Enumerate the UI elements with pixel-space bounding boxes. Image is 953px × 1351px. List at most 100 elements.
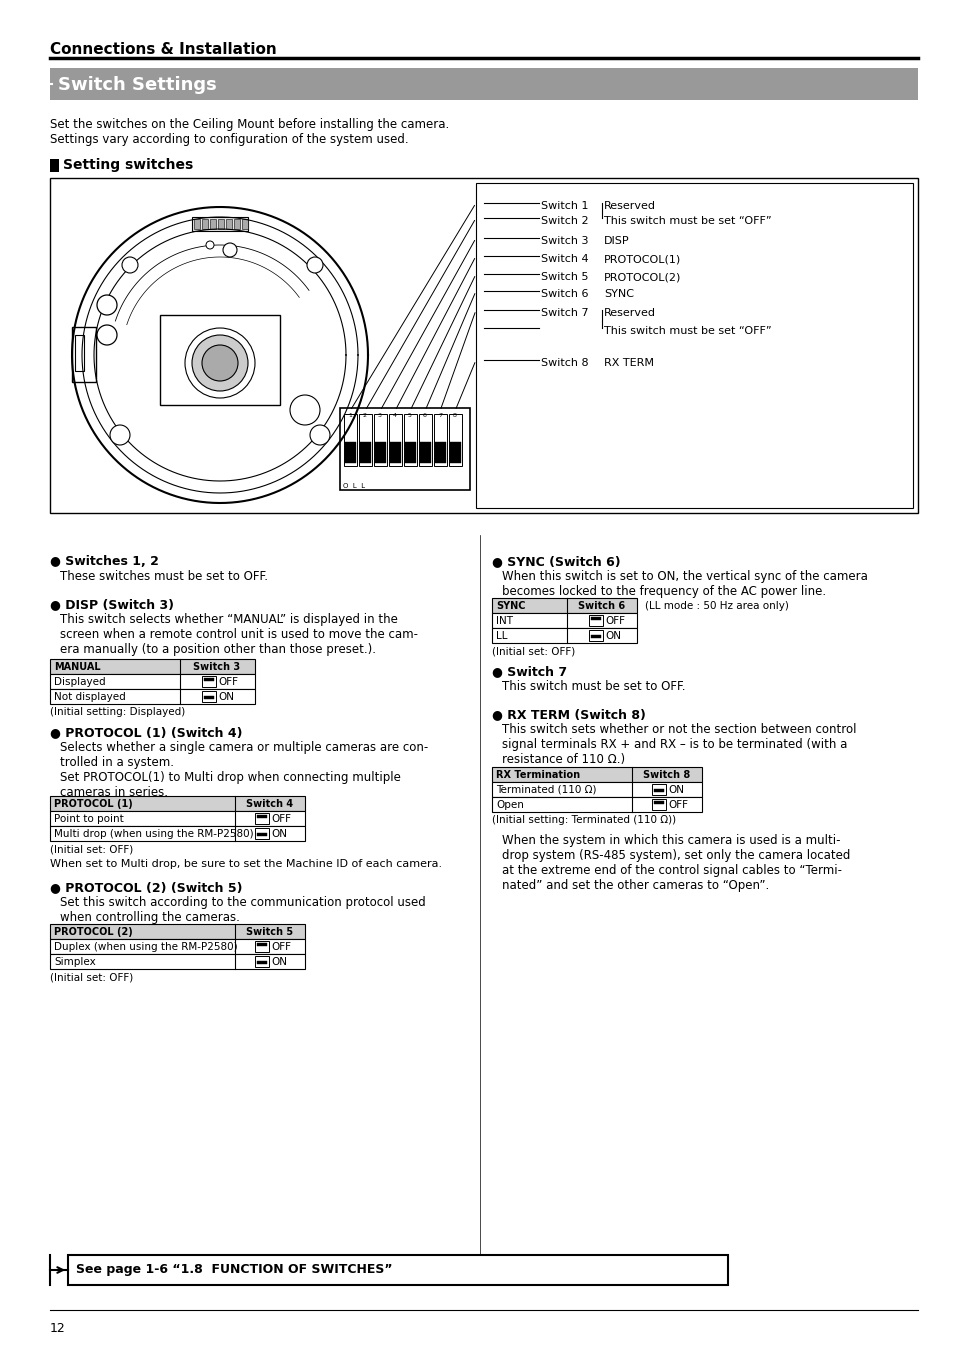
Text: (Initial set: OFF): (Initial set: OFF) [50, 971, 133, 982]
Circle shape [110, 426, 130, 444]
Text: Open: Open [496, 800, 523, 811]
Circle shape [206, 240, 213, 249]
Bar [254, 813, 269, 824]
Text: These switches must be set to OFF.: These switches must be set to OFF. [60, 570, 268, 584]
Text: ● DISP (Switch 3): ● DISP (Switch 3) [50, 598, 173, 611]
Bar [435, 442, 446, 463]
Bar [71, 327, 96, 382]
Text: Setting switches: Setting switches [63, 158, 193, 172]
Circle shape [310, 426, 330, 444]
Text: Switch 8: Switch 8 [540, 358, 588, 367]
Bar [160, 315, 280, 405]
Bar [50, 796, 305, 811]
Bar [344, 413, 356, 466]
Bar [345, 442, 355, 463]
Text: 2: 2 [363, 413, 367, 417]
Text: INT: INT [496, 616, 513, 626]
Text: ● PROTOCOL (1) (Switch 4): ● PROTOCOL (1) (Switch 4) [50, 725, 242, 739]
Bar [192, 218, 248, 231]
Text: When set to Multi drop, be sure to set the Machine ID of each camera.: When set to Multi drop, be sure to set t… [50, 859, 441, 869]
Text: ● Switch 7: ● Switch 7 [492, 665, 566, 678]
Text: PROTOCOL(2): PROTOCOL(2) [603, 272, 680, 282]
Bar [204, 696, 213, 698]
Bar [50, 924, 305, 939]
Text: 3: 3 [377, 413, 381, 417]
Bar [590, 617, 600, 620]
Bar [374, 413, 387, 466]
Text: This switch must be set “OFF”: This switch must be set “OFF” [603, 216, 771, 226]
Text: Set the switches on the Ceiling Mount before installing the camera.: Set the switches on the Ceiling Mount be… [50, 118, 449, 131]
Bar [358, 413, 372, 466]
Text: Connections & Installation: Connections & Installation [50, 42, 276, 57]
Bar [405, 442, 416, 463]
Bar [339, 408, 470, 490]
Text: Reserved: Reserved [603, 201, 656, 211]
Circle shape [192, 335, 248, 390]
Text: ON: ON [271, 957, 287, 967]
Bar [492, 628, 637, 643]
Text: Switch 3: Switch 3 [540, 236, 588, 246]
Bar [390, 442, 400, 463]
Circle shape [223, 243, 236, 257]
Text: Switch 1: Switch 1 [540, 201, 588, 211]
Text: When the system in which this camera is used is a multi-
drop system (RS-485 sys: When the system in which this camera is … [501, 834, 849, 892]
Text: ● PROTOCOL (2) (Switch 5): ● PROTOCOL (2) (Switch 5) [50, 881, 242, 894]
Text: This switch sets whether or not the section between control
signal terminals RX : This switch sets whether or not the sect… [501, 723, 856, 766]
Bar [50, 939, 305, 954]
Bar [492, 598, 637, 613]
Bar [588, 630, 602, 640]
Bar [256, 815, 267, 817]
Bar [492, 797, 701, 812]
Bar [210, 219, 215, 230]
Bar [588, 615, 602, 626]
Circle shape [97, 326, 117, 345]
Bar [590, 635, 600, 638]
Bar [651, 798, 665, 811]
Bar [254, 957, 269, 967]
Circle shape [307, 257, 323, 273]
Bar [193, 219, 200, 230]
Text: This switch must be set to OFF.: This switch must be set to OFF. [501, 680, 685, 693]
Text: MANUAL: MANUAL [54, 662, 100, 671]
Text: SYNC: SYNC [496, 601, 525, 611]
Circle shape [122, 257, 138, 273]
Text: Displayed: Displayed [54, 677, 106, 688]
Text: 4: 4 [393, 413, 396, 417]
Bar [202, 219, 208, 230]
Bar [50, 811, 305, 825]
Text: ● Switches 1, 2: ● Switches 1, 2 [50, 555, 159, 567]
Bar [50, 178, 917, 513]
Text: PROTOCOL (1): PROTOCOL (1) [54, 798, 132, 809]
Text: PROTOCOL(1): PROTOCOL(1) [603, 254, 680, 263]
Text: Settings vary according to configuration of the system used.: Settings vary according to configuration… [50, 132, 408, 146]
Circle shape [97, 295, 117, 315]
Bar [204, 678, 213, 681]
Text: Point to point: Point to point [54, 815, 124, 824]
Bar [492, 767, 701, 782]
Bar [419, 442, 431, 463]
Text: This switch must be set “OFF”: This switch must be set “OFF” [603, 326, 771, 336]
Text: Not displayed: Not displayed [54, 692, 126, 703]
Bar [75, 335, 84, 372]
Text: OFF: OFF [218, 677, 237, 688]
Text: See page 1-6 “1.8  FUNCTION OF SWITCHES”: See page 1-6 “1.8 FUNCTION OF SWITCHES” [76, 1263, 392, 1275]
Text: (Initial set: OFF): (Initial set: OFF) [492, 646, 575, 657]
Text: OFF: OFF [271, 942, 291, 952]
Text: Switch 4: Switch 4 [540, 254, 588, 263]
Bar [359, 442, 371, 463]
Circle shape [202, 345, 237, 381]
Text: Switch 3: Switch 3 [193, 662, 240, 671]
Text: O  L  L: O L L [343, 484, 365, 489]
Text: Switch 2: Switch 2 [540, 216, 588, 226]
Text: DISP: DISP [603, 236, 629, 246]
Text: 1: 1 [348, 413, 352, 417]
Bar [434, 413, 447, 466]
Text: OFF: OFF [667, 800, 687, 811]
Text: (Initial setting: Terminated (110 Ω)): (Initial setting: Terminated (110 Ω)) [492, 815, 676, 825]
Text: Reserved: Reserved [603, 308, 656, 317]
Text: Set this switch according to the communication protocol used
when controlling th: Set this switch according to the communi… [60, 896, 425, 924]
Text: Switch 6: Switch 6 [578, 601, 625, 611]
Text: PROTOCOL (2): PROTOCOL (2) [54, 927, 132, 938]
Text: Switch 6: Switch 6 [540, 289, 588, 299]
Text: ● SYNC (Switch 6): ● SYNC (Switch 6) [492, 555, 620, 567]
